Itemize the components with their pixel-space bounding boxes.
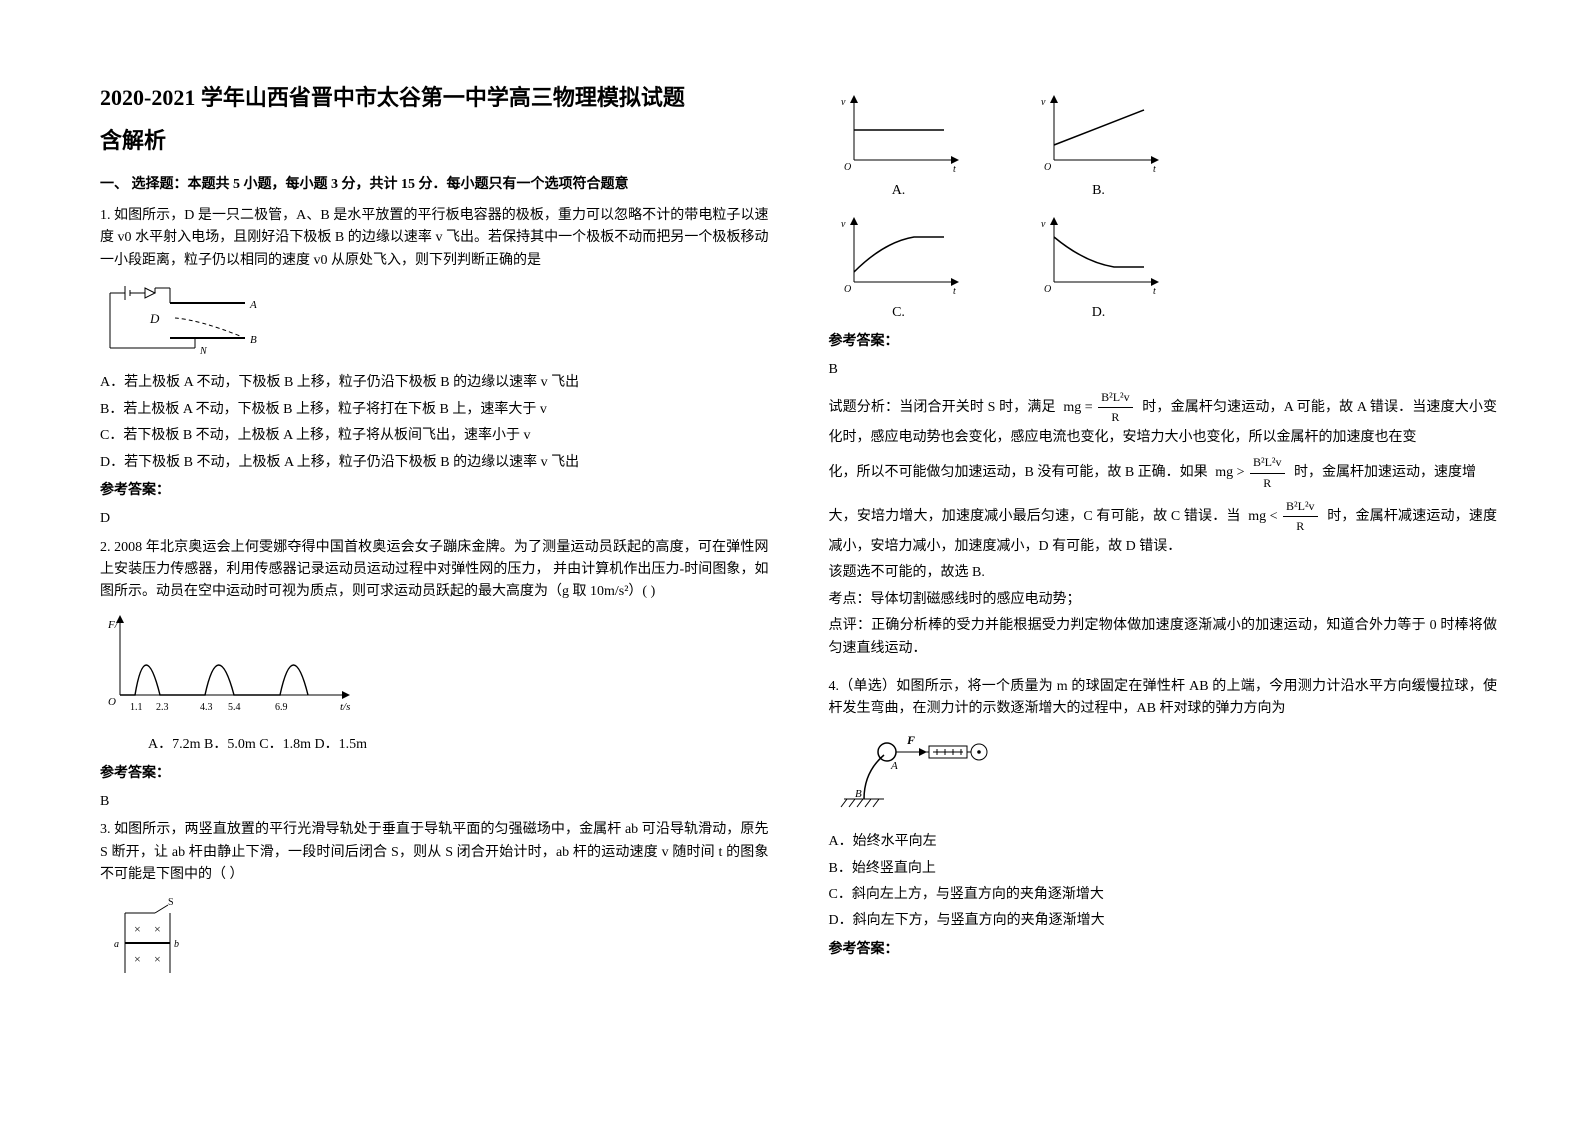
svg-text:t: t [953,164,956,175]
q3-graph-C: v t O C. [829,212,969,324]
svg-text:N: N [199,346,208,357]
q1-optC: C．若下极板 B 不动，上极板 A 上移，粒子将从板间飞出，速率小于 v [100,425,769,447]
q2-opts: A．7.2m B．5.0m C．1.8m D．1.5m [120,734,769,756]
q3-circuit: a b S × × × × [100,893,769,991]
q3-graph-B-label: B. [1092,180,1105,202]
svg-text:D: D [149,311,160,326]
q1-stem: 1. 如图所示，D 是一只二极管，A、B 是水平放置的平行板电容器的极板，重力可… [100,205,769,272]
svg-text:6.9: 6.9 [275,702,288,713]
q2-ans-label: 参考答案： [100,763,769,785]
q3-graph-D: v t O D. [1029,212,1169,324]
q3-ans: B [829,359,1498,381]
q3-analysis-2b: 时，金属杆加速运动，速度增 [1294,465,1476,480]
svg-text:O: O [108,696,116,708]
q4-figure: F A B [829,727,1498,825]
q1-optD: D．若下极板 B 不动，上极板 A 上移，粒子仍沿下极板 B 的边缘以速率 v … [100,452,769,474]
q3-graph-A-label: A. [892,180,906,202]
q3-dianping: 点评：正确分析棒的受力并能根据受力判定物体做加速度逐渐减小的加速运动，知道合外力… [829,615,1498,660]
q2-stem: 2. 2008 年北京奥运会上何雯娜夺得中国首枚奥运会女子蹦床金牌。为了测量运动… [100,537,769,604]
frac-den-3: R [1293,517,1307,536]
svg-text:F/: F/ [107,619,119,631]
svg-text:v: v [841,97,846,108]
svg-text:×: × [134,922,141,936]
q3-graphs-row1: v t O A. v t O B. [829,90,1498,202]
q3-stem: 3. 如图所示，两竖直放置的平行光滑导轨处于垂直于导轨平面的匀强磁场中，金属杆 … [100,819,769,886]
svg-text:×: × [134,952,141,966]
q4-optC: C．斜向左上方，与竖直方向的夹角逐渐增大 [829,884,1498,906]
svg-text:O: O [1044,284,1051,295]
q1-ans-label: 参考答案： [100,480,769,502]
q1-optB: B．若上极板 A 不动，下极板 B 上移，粒子将打在下板 B 上，速率大于 v [100,399,769,421]
q4-optD: D．斜向左下方，与竖直方向的夹角逐渐增大 [829,910,1498,932]
frac-num-1: B²L²v [1098,388,1133,408]
right-column: v t O A. v t O B. v t [829,80,1498,1082]
svg-text:A: A [890,760,898,772]
doc-title-1: 2020-2021 学年山西省晋中市太谷第一中学高三物理模拟试题 [100,80,769,115]
q3-analysis-1a: 试题分析：当闭合开关时 S 时，满足 [829,399,1056,414]
svg-text:t/s: t/s [340,701,350,713]
svg-text:a: a [114,939,119,950]
svg-text:O: O [844,284,851,295]
q3-graphs-row2: v t O C. v t O D. [829,212,1498,324]
svg-text:A: A [249,299,257,311]
q3-graph-B: v t O B. [1029,90,1169,202]
q3-analysis-3a: 大，安培力增大，加速度减小最后匀速，C 有可能，故 C 错误．当 [829,509,1241,524]
svg-text:F: F [906,733,915,747]
frac-den-2: R [1260,474,1274,493]
left-column: 2020-2021 学年山西省晋中市太谷第一中学高三物理模拟试题 含解析 一、 … [100,80,769,1082]
q1-optA: A．若上极板 A 不动，下极板 B 上移，粒子仍沿下极板 B 的边缘以速率 v … [100,372,769,394]
q3-analysis-3: 大，安培力增大，加速度减小最后匀速，C 有可能，故 C 错误．当 mg < B²… [829,497,1498,559]
svg-text:1.1: 1.1 [130,702,143,713]
svg-text:v: v [841,219,846,230]
q3-analysis-2a: 化，所以不可能做匀加速运动，B 没有可能，故 B 正确．如果 [829,465,1208,480]
svg-text:v: v [1041,97,1046,108]
q3-graph-C-label: C. [892,302,905,324]
q4-optB: B．始终竖直向上 [829,858,1498,880]
q4-stem: 4.（单选）如图所示，将一个质量为 m 的球固定在弹性杆 AB 的上端，今用测力… [829,676,1498,721]
q4-optA: A．始终水平向左 [829,831,1498,853]
svg-text:B: B [855,788,862,800]
q2-figure: F/ t/s O 1.1 2.3 4.3 5.4 6.9 [100,610,769,728]
svg-text:×: × [154,922,161,936]
svg-text:t: t [953,286,956,297]
svg-text:O: O [844,162,851,173]
q2-ans: B [100,791,769,813]
svg-text:2.3: 2.3 [156,702,169,713]
svg-text:×: × [154,952,161,966]
q3-graph-D-label: D. [1092,302,1106,324]
svg-text:S: S [168,897,174,908]
frac-num-2: B²L²v [1250,453,1285,473]
q3-analysis-1: 试题分析：当闭合开关时 S 时，满足 mg = B²L²vR 时，金属杆匀速运动… [829,388,1498,450]
section-1-heading: 一、 选择题：本题共 5 小题，每小题 3 分，共计 15 分．每小题只有一个选… [100,174,769,196]
doc-title-2: 含解析 [100,123,769,158]
svg-text:b: b [174,939,179,950]
q3-kaodian: 考点：导体切割磁感线时的感应电动势； [829,589,1498,611]
svg-text:B: B [250,334,257,346]
svg-text:4.3: 4.3 [200,702,213,713]
q1-ans: D [100,508,769,530]
q3-analysis-2: 化，所以不可能做匀加速运动，B 没有可能，故 B 正确．如果 mg > B²L²… [829,453,1498,492]
q3-analysis-4: 该题选不可能的，故选 B. [829,562,1498,584]
svg-text:v: v [1041,219,1046,230]
q3-ans-label: 参考答案： [829,331,1498,353]
frac-den-1: R [1108,408,1122,427]
svg-text:t: t [1153,286,1156,297]
svg-text:5.4: 5.4 [228,702,241,713]
frac-num-3: B²L²v [1283,497,1318,517]
q1-figure: A B D N [100,278,769,366]
q3-graph-A: v t O A. [829,90,969,202]
svg-text:t: t [1153,164,1156,175]
svg-text:O: O [1044,162,1051,173]
q4-ans-label: 参考答案： [829,939,1498,961]
